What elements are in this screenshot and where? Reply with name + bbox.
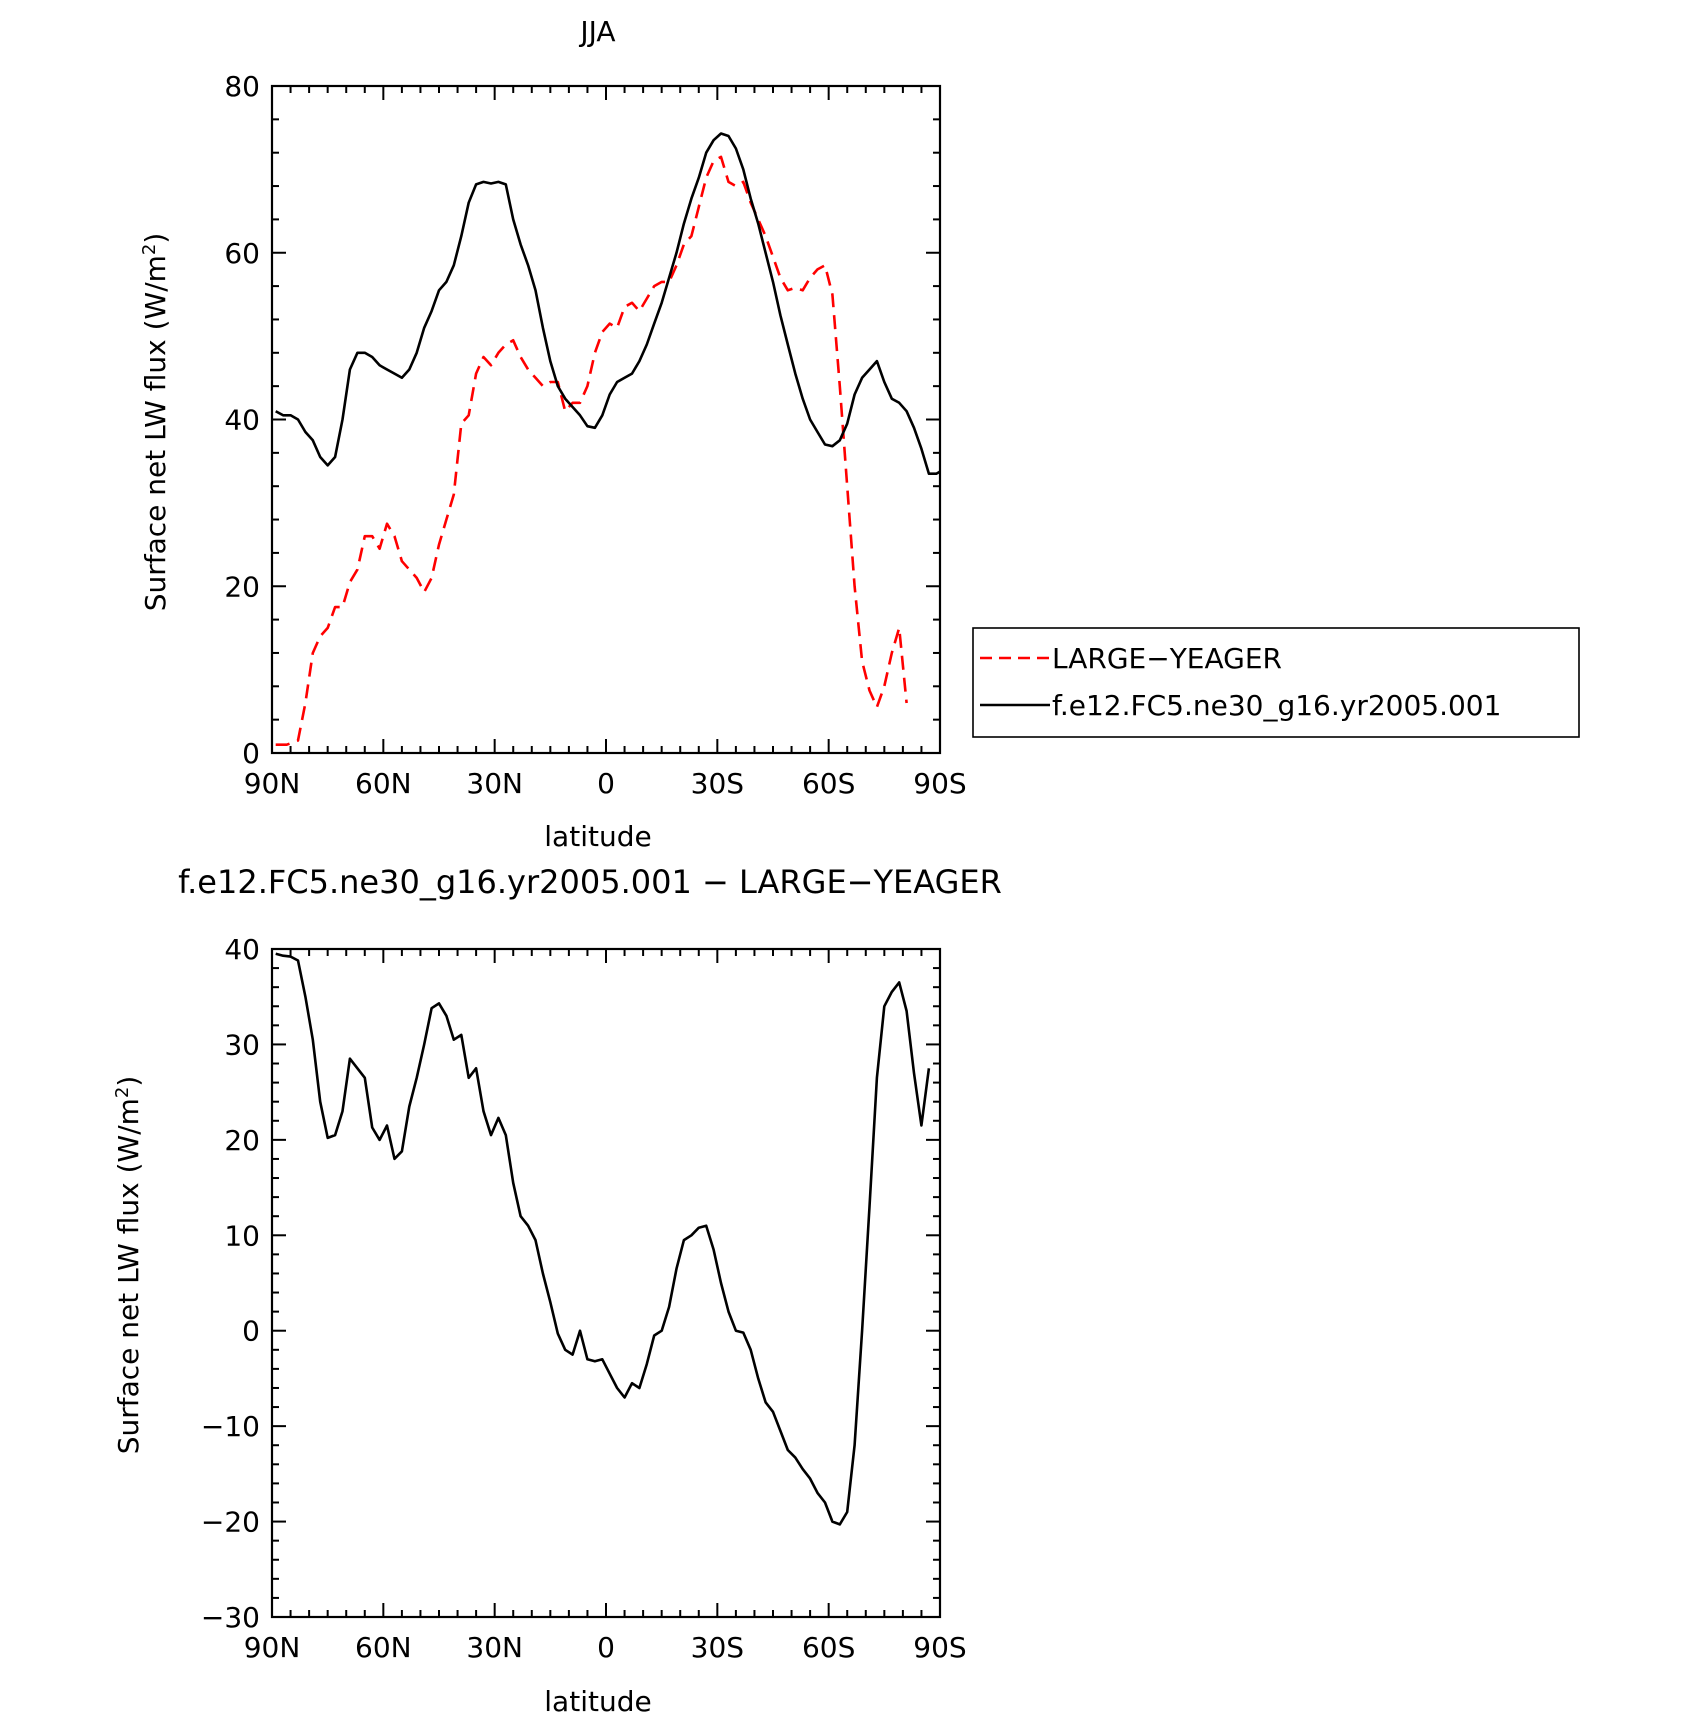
bottom-ytick-label: 20 [224, 1124, 260, 1157]
top-panel-ylabel: Surface net LW flux (W/m2) [139, 233, 173, 612]
bottom-ytick-label: 30 [224, 1028, 260, 1061]
bottom-xtick-label: 60S [802, 1631, 855, 1664]
bottom-xtick-label: 0 [597, 1631, 615, 1664]
top-plot-frame [270, 84, 942, 755]
top-xtick-label: 90S [913, 767, 966, 800]
top-ytick-label: 60 [224, 237, 260, 270]
top-series-group [275, 132, 940, 746]
top-plot-area: 90N 60N 30N 0 30S 60S 90S 0 20 40 60 80 [224, 70, 966, 800]
bottom-plot-frame [270, 947, 942, 1619]
top-ytick-label: 20 [224, 570, 260, 603]
legend-box [972, 627, 1580, 738]
top-series-large-yeager-line [275, 155, 908, 746]
bottom-xtick-label: 90S [913, 1631, 966, 1664]
bottom-series-difference-line [275, 952, 931, 1526]
top-series-f-e12-fc5-ne30-g16-yr2005-001-line [275, 132, 940, 475]
bottom-ytick-label: −10 [201, 1410, 260, 1443]
bottom-panel-ylabel: Surface net LW flux (W/m2) [112, 1076, 146, 1455]
bottom-ytick-label: 0 [242, 1315, 260, 1348]
bottom-panel: f.e12.FC5.ne30_g16.yr2005.001 − LARGE−YE… [112, 863, 1002, 1718]
top-xtick-label: 90N [244, 767, 301, 800]
top-xtick-label: 60N [355, 767, 412, 800]
bottom-plot-area: 90N 60N 30N 0 30S 60S 90S −30 −20 −10 0 10 20 30 40 [201, 933, 967, 1664]
bottom-series-group [275, 952, 931, 1526]
bottom-panel-title: f.e12.FC5.ne30_g16.yr2005.001 − LARGE−YE… [178, 863, 1002, 901]
legend: LARGE−YEAGER f.e12.FC5.ne30_g16.yr2005.0… [972, 627, 1580, 738]
bottom-panel-xlabel: latitude [544, 1685, 651, 1718]
bottom-xtick-label: 90N [244, 1631, 301, 1664]
bottom-xtick-label: 30S [691, 1631, 744, 1664]
top-xtick-label: 60S [802, 767, 855, 800]
legend-label-large-yeager: LARGE−YEAGER [1052, 642, 1282, 675]
legend-item-large-yeager: LARGE−YEAGER [980, 642, 1282, 675]
legend-item-model: f.e12.FC5.ne30_g16.yr2005.001 [980, 689, 1501, 722]
bottom-ytick-label: −30 [201, 1601, 260, 1634]
bottom-ytick-label: 40 [224, 933, 260, 966]
legend-label-model: f.e12.FC5.ne30_g16.yr2005.001 [1052, 689, 1501, 722]
top-ytick-label: 0 [242, 737, 260, 770]
top-panel: JJA 90N 60N 30N 0 30S 60S 90S 0 20 40 60 80 latitud… [139, 15, 967, 853]
bottom-ytick-label: 10 [224, 1219, 260, 1252]
top-panel-xlabel: latitude [544, 820, 651, 853]
bottom-xtick-label: 60N [355, 1631, 412, 1664]
top-xtick-label: 30S [691, 767, 744, 800]
top-xtick-label: 0 [597, 767, 615, 800]
top-panel-title: JJA [578, 15, 615, 48]
top-ytick-label: 80 [224, 70, 260, 103]
bottom-ytick-label: −20 [201, 1506, 260, 1539]
top-xtick-label: 30N [466, 767, 523, 800]
bottom-xtick-label: 30N [466, 1631, 523, 1664]
top-ytick-label: 40 [224, 404, 260, 437]
